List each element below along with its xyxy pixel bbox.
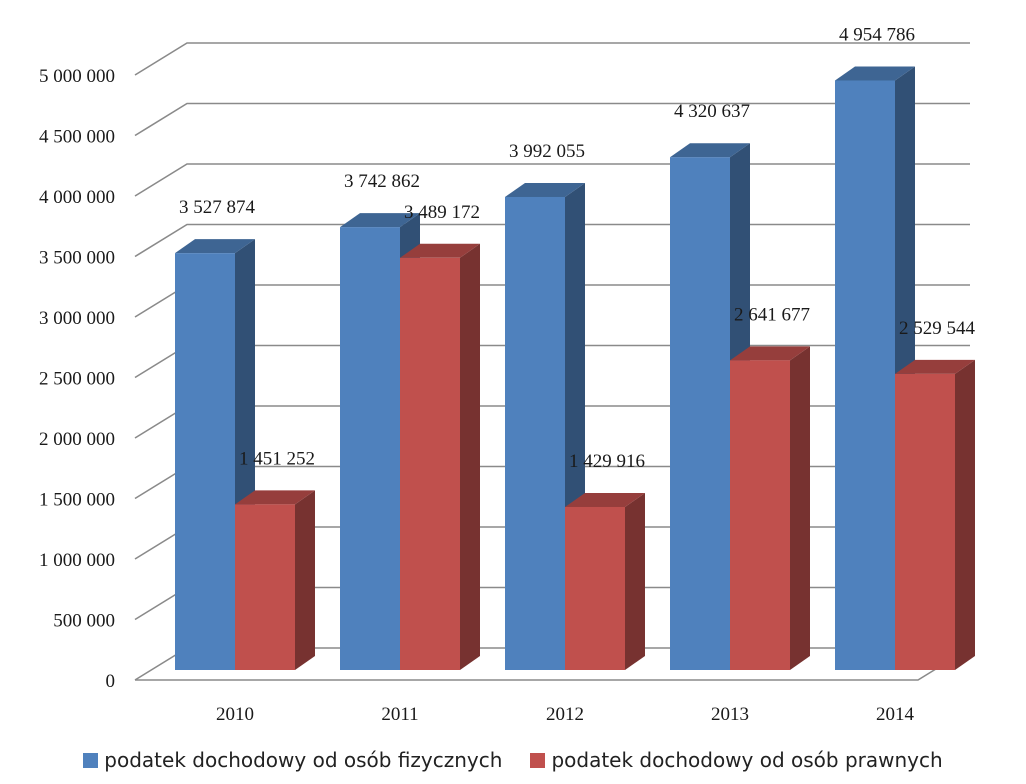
bar-side: [295, 490, 315, 670]
chart: 0 500 000 1 000 000 1 500 000 2 000 000 2 500…: [39, 24, 976, 725]
data-labels: 3 527 874 1 451 252 3 742 862 3 489 172 3 99…: [179, 24, 976, 472]
y-tick-label: 0: [106, 671, 116, 692]
data-label: 3 992 055: [509, 141, 585, 162]
gridline-10: [134, 42, 970, 76]
bar-top: [895, 359, 975, 374]
bar: [670, 157, 730, 670]
bar: [235, 504, 295, 670]
bar: [730, 360, 790, 670]
legend-label-series-2: podatek dochodowy od osób prawnych: [551, 748, 943, 772]
bar-top: [340, 213, 420, 228]
data-label: 4 954 786: [839, 24, 915, 45]
bar: [895, 373, 955, 670]
legend-swatch-series-1: [83, 752, 99, 768]
data-label: 3 742 862: [344, 171, 420, 192]
x-category-label: 2013: [711, 704, 749, 725]
y-tick-label: 3 500 000: [39, 248, 115, 269]
bar-top: [835, 66, 915, 81]
bar-side: [955, 359, 975, 670]
bar: [565, 506, 625, 670]
x-category-label: 2011: [381, 704, 418, 725]
data-label: 1 429 916: [569, 451, 645, 472]
bar: [505, 196, 565, 670]
bar-top: [730, 346, 810, 361]
data-label: 1 451 252: [239, 448, 315, 469]
bar: [175, 253, 235, 670]
y-tick-label: 1 000 000: [39, 550, 115, 571]
bar-top: [565, 492, 645, 507]
x-category-label: 2012: [546, 704, 584, 725]
y-tick-label: 4 000 000: [39, 187, 115, 208]
bar-side: [790, 346, 810, 670]
bar-top: [175, 239, 255, 254]
legend: podatek dochodowy od osób fizycznych pod…: [0, 748, 1026, 772]
legend-swatch-series-2: [530, 752, 546, 768]
x-category-label: 2014: [876, 704, 915, 725]
bar-top: [670, 143, 750, 158]
y-tick-label: 500 000: [53, 611, 115, 632]
bar-top: [505, 182, 585, 197]
bar-top: [400, 243, 480, 258]
bar: [400, 257, 460, 670]
data-label: 3 489 172: [404, 202, 480, 223]
bar-side: [625, 492, 645, 670]
y-tick-label: 2 000 000: [39, 429, 115, 450]
data-label: 2 529 544: [899, 318, 976, 339]
gridline-9: [134, 102, 970, 137]
data-label: 3 527 874: [179, 197, 256, 218]
x-axis-categories: 2010 2011 2012 2013 2014: [216, 704, 915, 725]
bar-top: [235, 490, 315, 505]
y-tick-label: 5 000 000: [39, 66, 115, 87]
y-axis-ticks: 0 500 000 1 000 000 1 500 000 2 000 000 2 500…: [39, 66, 115, 692]
x-category-label: 2010: [216, 704, 254, 725]
legend-item-series-1: podatek dochodowy od osób fizycznych: [83, 748, 502, 772]
bar: [835, 80, 895, 671]
y-tick-label: 2 500 000: [39, 369, 115, 390]
y-tick-label: 3 000 000: [39, 308, 115, 329]
y-tick-label: 4 500 000: [39, 127, 115, 148]
bar-side: [460, 243, 480, 670]
data-label: 2 641 677: [734, 304, 810, 325]
bar: [340, 227, 400, 670]
legend-item-series-2: podatek dochodowy od osób prawnych: [530, 748, 943, 772]
bars: [175, 66, 975, 671]
legend-label-series-1: podatek dochodowy od osób fizycznych: [104, 748, 503, 772]
y-tick-label: 1 500 000: [39, 490, 115, 511]
data-label: 4 320 637: [674, 101, 750, 122]
